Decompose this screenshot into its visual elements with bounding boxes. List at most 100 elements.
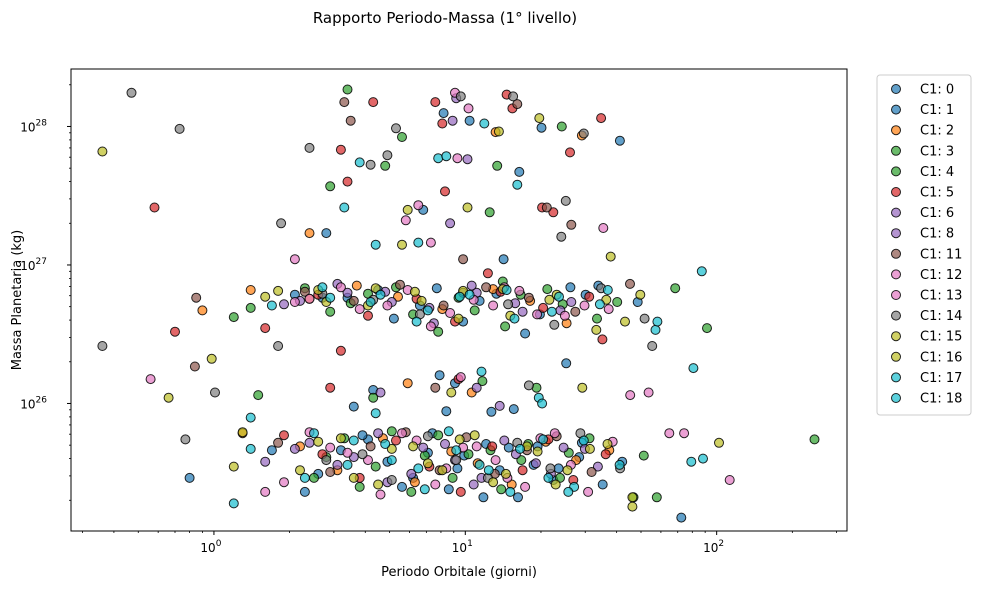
data-point	[451, 455, 462, 466]
legend-item: C1: 5	[891, 186, 954, 201]
y-axis: 1026 1027 1028	[20, 84, 71, 501]
data-point	[413, 200, 424, 211]
data-point	[454, 291, 465, 302]
data-point	[584, 443, 595, 454]
y-tick-label: 1027	[20, 257, 47, 273]
legend-item: C1: 4	[891, 165, 954, 180]
legend-item: C1: 11	[891, 247, 962, 262]
data-point	[260, 486, 271, 497]
data-point	[433, 326, 444, 337]
data-point	[625, 390, 636, 401]
data-point	[514, 285, 525, 296]
data-point	[579, 300, 590, 311]
data-point	[276, 218, 287, 229]
data-point	[425, 321, 436, 332]
data-point	[425, 237, 436, 248]
legend-frame	[876, 74, 972, 416]
data-point	[375, 387, 386, 398]
data-point	[382, 150, 393, 161]
data-point	[474, 459, 485, 470]
data-point	[553, 463, 564, 474]
data-point	[299, 286, 310, 297]
data-point	[600, 449, 611, 460]
data-point	[397, 481, 407, 492]
data-point	[397, 428, 407, 439]
data-point	[451, 445, 462, 456]
data-point	[479, 118, 490, 129]
data-point	[508, 404, 519, 415]
data-point	[455, 372, 466, 383]
legend-marker	[891, 269, 901, 280]
data-point	[488, 477, 499, 488]
data-point	[452, 463, 463, 474]
data-point	[702, 323, 712, 334]
data-point	[724, 475, 735, 485]
data-point	[482, 268, 493, 279]
data-point	[612, 297, 623, 307]
data-point	[647, 341, 658, 351]
data-point	[714, 437, 724, 448]
data-point	[365, 159, 376, 170]
data-point	[538, 434, 549, 445]
data-point	[411, 316, 422, 327]
legend-item: C1: 2	[891, 124, 954, 139]
data-point	[594, 299, 605, 310]
data-point	[422, 431, 433, 442]
data-point	[483, 465, 494, 476]
data-point	[332, 459, 343, 470]
legend-item: C1: 12	[891, 268, 962, 283]
data-point	[638, 450, 649, 461]
data-point	[354, 481, 365, 492]
data-point	[639, 313, 650, 324]
data-point	[464, 115, 475, 126]
data-point	[368, 392, 379, 403]
data-point	[342, 447, 353, 458]
data-point	[180, 434, 191, 445]
data-point	[375, 489, 386, 500]
data-point	[530, 458, 541, 469]
data-point	[556, 231, 567, 242]
legend-marker	[891, 228, 901, 239]
data-point	[419, 484, 430, 495]
data-point	[317, 282, 328, 293]
data-point	[664, 428, 675, 439]
data-point	[370, 408, 381, 419]
data-point	[698, 453, 708, 464]
data-point	[554, 291, 564, 302]
data-point	[354, 157, 365, 168]
data-point	[342, 84, 353, 95]
data-point	[490, 455, 501, 466]
data-point	[558, 442, 569, 453]
legend-marker	[891, 84, 901, 94]
x-tick-label: 102	[703, 539, 724, 555]
data-point	[605, 251, 616, 262]
data-point	[430, 382, 441, 393]
data-point	[431, 283, 442, 294]
data-point	[289, 254, 300, 265]
legend-label: C1: 4	[920, 165, 954, 180]
data-point	[408, 441, 419, 452]
data-point	[373, 428, 384, 439]
data-point	[354, 304, 365, 315]
data-point	[447, 472, 458, 483]
data-point	[325, 292, 336, 303]
data-point	[365, 441, 376, 452]
legend-label: C1: 2	[920, 124, 954, 139]
series-c1-14	[97, 87, 658, 485]
data-point	[386, 455, 397, 466]
data-point	[400, 215, 411, 226]
legend-item: C1: 0	[891, 83, 954, 98]
chart-title: Rapporto Periodo-Massa (1° livello)	[313, 9, 577, 27]
data-point	[509, 313, 520, 324]
data-point	[409, 286, 420, 297]
legend-marker	[891, 187, 901, 197]
legend-marker	[891, 207, 901, 218]
data-point	[325, 181, 336, 192]
data-point	[686, 456, 697, 467]
data-point	[253, 390, 264, 401]
data-point	[471, 441, 482, 452]
data-point	[512, 179, 523, 190]
data-point	[688, 363, 699, 374]
data-point	[545, 463, 556, 474]
legend-item: C1: 15	[891, 330, 962, 345]
